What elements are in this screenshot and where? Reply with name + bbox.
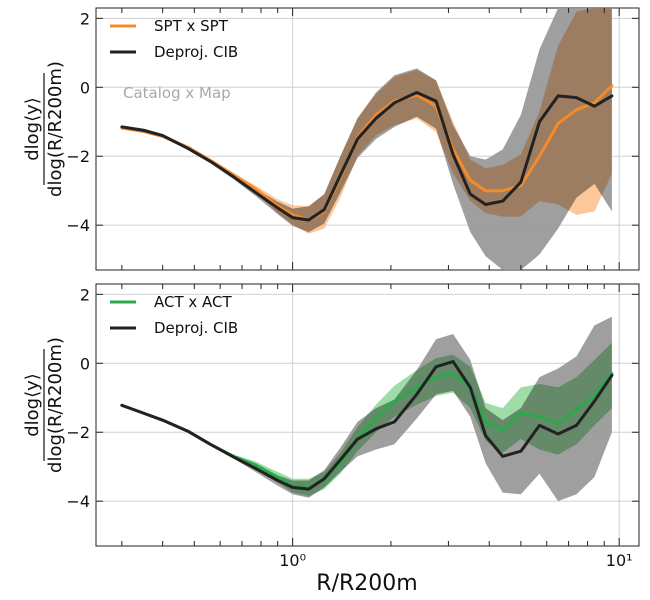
y-tick-label: 2 — [80, 9, 90, 28]
band-act-x-act — [121, 342, 612, 497]
bottom-panel: −4 −2 0 2 10⁰ 10¹ ACT x ACT Deproj. CIB — [66, 283, 640, 570]
y-tick-label: −4 — [66, 216, 90, 235]
y-tick-label: 0 — [80, 78, 90, 97]
y-tick-label: −2 — [66, 147, 90, 166]
y-label-numerator: dlog⟨y⟩ — [22, 97, 43, 161]
y-label-denominator: dlog(R/R200m) — [45, 337, 66, 473]
y-tick-label: 2 — [80, 285, 90, 304]
catalog-map-annotation: Catalog x Map — [123, 84, 231, 102]
top-panel: −4 −2 0 2 Catalog x Map SPT x SPT Deproj. CI… — [66, 7, 640, 271]
bottom-panel-lines — [120, 360, 614, 491]
y-label-denominator: dlog(R/R200m) — [45, 61, 66, 197]
x-axis-label: R/R200m — [316, 571, 417, 596]
legend-label: SPT x SPT — [154, 17, 229, 35]
line-deproj-cib — [120, 90, 614, 222]
line-deproj-cib — [120, 360, 614, 491]
x-tick-label: 10¹ — [606, 551, 633, 570]
bottom-panel-ticks: −4 −2 0 2 10⁰ 10¹ — [66, 284, 639, 570]
band-spt-x-spt — [121, 8, 612, 234]
legend-label: ACT x ACT — [154, 293, 233, 311]
y-label-numerator: dlog⟨y⟩ — [22, 373, 43, 437]
x-tick-label: 10⁰ — [279, 551, 306, 570]
top-panel-ticks: −4 −2 0 2 — [66, 8, 639, 270]
bottom-panel-bands — [121, 316, 612, 502]
bottom-y-axis-label: dlog⟨y⟩ dlog(R/R200m) — [22, 337, 66, 473]
band-deproj-cib — [121, 316, 612, 502]
legend-label: Deproj. CIB — [154, 319, 238, 337]
top-panel-legend: SPT x SPT Deproj. CIB — [110, 17, 238, 61]
y-tick-label: −2 — [66, 423, 90, 442]
legend-label: Deproj. CIB — [154, 43, 238, 61]
top-panel-lines — [120, 84, 614, 222]
y-tick-label: −4 — [66, 492, 90, 511]
y-tick-label: 0 — [80, 354, 90, 373]
top-y-axis-label: dlog⟨y⟩ dlog(R/R200m) — [22, 61, 66, 197]
bottom-panel-legend: ACT x ACT Deproj. CIB — [110, 293, 238, 337]
